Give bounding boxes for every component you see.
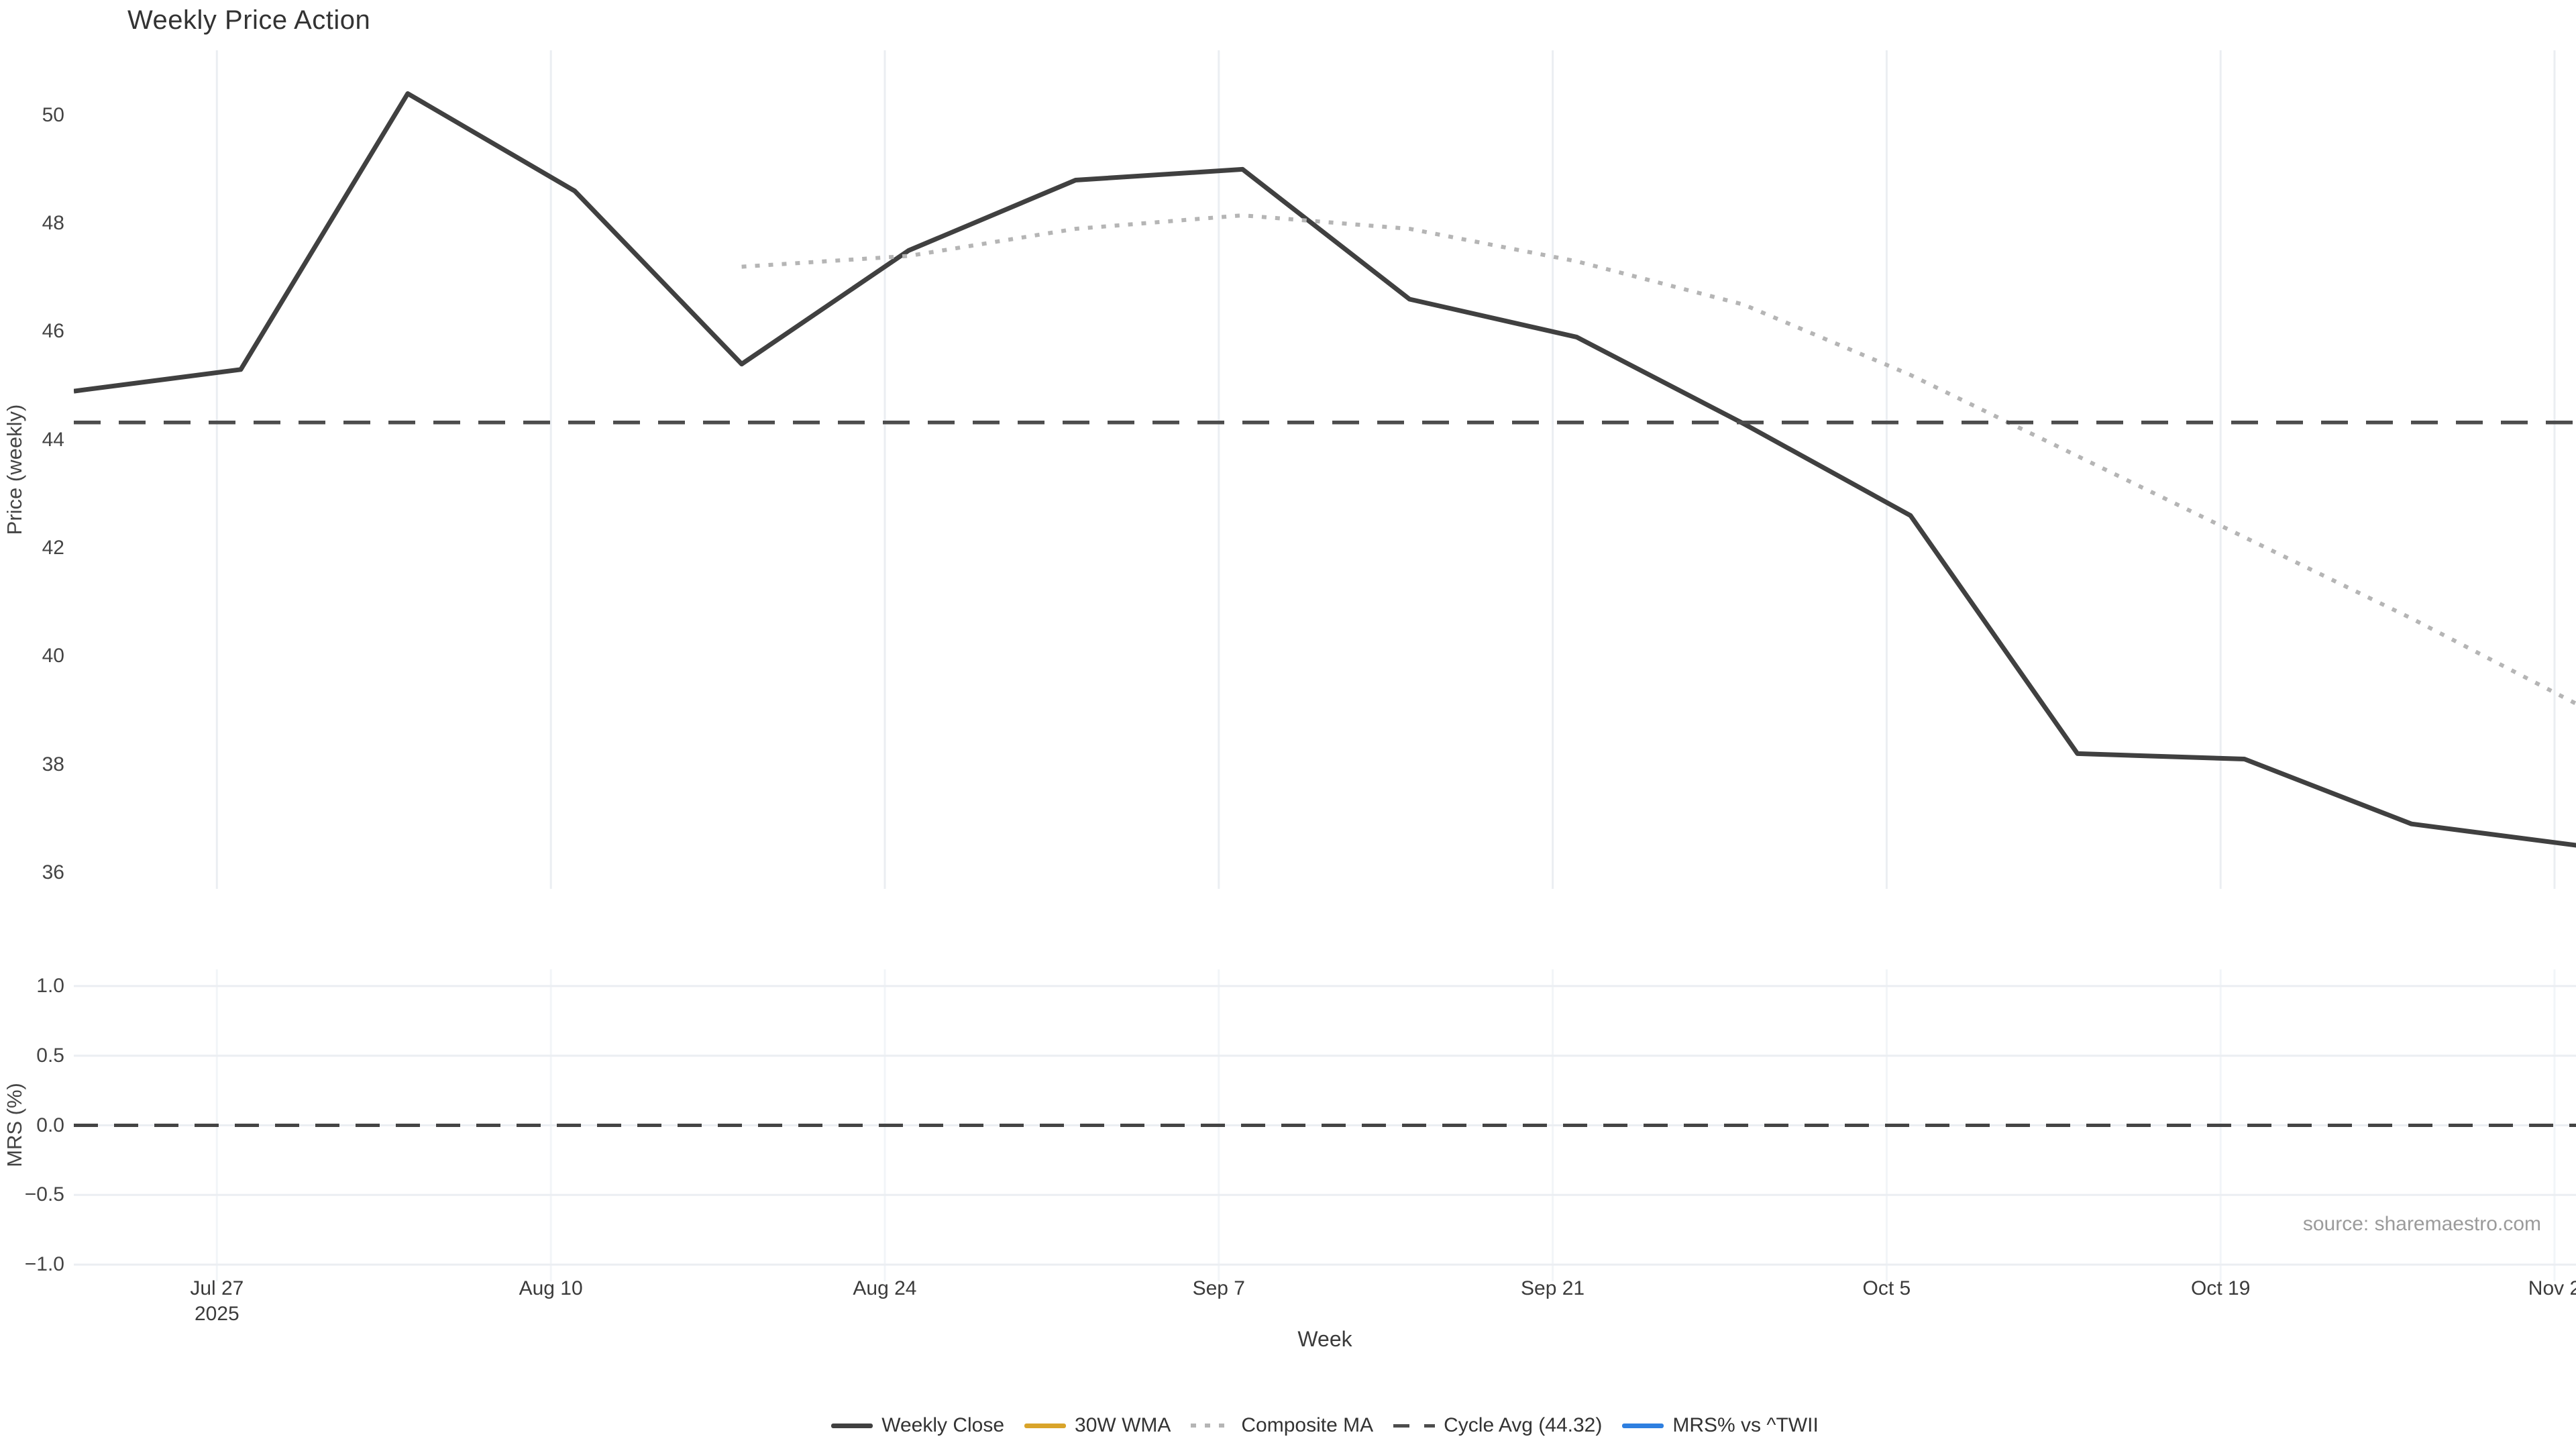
- weekly-close-line-swatch-icon: [831, 1423, 873, 1428]
- page-title: Weekly Price Action: [127, 5, 371, 35]
- legend-label: Weekly Close: [881, 1414, 1005, 1436]
- price-ytick-label: 48: [42, 212, 64, 235]
- source-note: source: sharemaestro.com: [2302, 1213, 2541, 1235]
- mrs-chart-svg: [74, 969, 2576, 1281]
- legend-label: 30W WMA: [1075, 1414, 1171, 1436]
- price-ytick-label: 38: [42, 753, 64, 775]
- legend-item-weekly-close[interactable]: Weekly Close: [831, 1414, 1004, 1437]
- composite-ma-dotted-swatch-icon: [1191, 1424, 1233, 1428]
- price-chart-svg: [74, 50, 2576, 889]
- x-tick-label: Oct 19: [2191, 1277, 2251, 1299]
- x-tick-label: Oct 5: [1862, 1277, 1911, 1299]
- legend-item-composite-ma[interactable]: Composite MA: [1191, 1414, 1373, 1437]
- weekly-close-line: [74, 91, 2576, 848]
- price-ytick-label: 36: [42, 861, 64, 883]
- mrs-panel-plot-area: [74, 969, 2576, 1281]
- price-ytick-label: 50: [42, 103, 64, 126]
- legend-item-mrs[interactable]: MRS% vs ^TWII: [1622, 1414, 1819, 1437]
- price-axis-title: Price (weekly): [3, 404, 26, 535]
- price-ytick-label: 44: [42, 428, 64, 451]
- x-axis-title: Week: [1297, 1327, 1352, 1351]
- mrs-ytick-label: 1.0: [36, 974, 64, 997]
- x-tick-label: Sep 7: [1192, 1277, 1245, 1299]
- x-tick-label: Jul 27 2025: [190, 1277, 244, 1325]
- x-tick-label: Nov 2: [2528, 1277, 2576, 1299]
- legend: Weekly Close 30W WMA Composite MA Cycle …: [74, 1409, 2576, 1442]
- price-ytick-label: 40: [42, 645, 64, 667]
- x-tick-label: Sep 21: [1521, 1277, 1585, 1299]
- mrs-line-swatch-icon: [1622, 1423, 1664, 1428]
- price-ytick-label: 42: [42, 536, 64, 559]
- mrs-ytick-label: 0.5: [36, 1044, 64, 1067]
- legend-label: Composite MA: [1241, 1414, 1374, 1436]
- composite-ma-line: [741, 213, 2576, 706]
- legend-item-cycle-avg[interactable]: Cycle Avg (44.32): [1393, 1414, 1602, 1437]
- legend-label: MRS% vs ^TWII: [1672, 1414, 1819, 1436]
- mrs-ytick-label: 0.0: [36, 1114, 64, 1136]
- legend-label: Cycle Avg (44.32): [1444, 1414, 1603, 1436]
- x-tick-label: Aug 24: [853, 1277, 917, 1299]
- mrs-axis-title: MRS (%): [3, 1083, 26, 1167]
- cycle-avg-dashed-swatch-icon: [1393, 1424, 1436, 1428]
- price-ytick-label: 46: [42, 320, 64, 343]
- legend-item-30w-wma[interactable]: 30W WMA: [1024, 1414, 1171, 1437]
- wma-line-swatch-icon: [1024, 1423, 1067, 1428]
- mrs-ytick-label: −0.5: [24, 1183, 64, 1206]
- price-panel-plot-area: [74, 50, 2576, 889]
- x-tick-label: Aug 10: [519, 1277, 583, 1299]
- mrs-ytick-label: −1.0: [24, 1253, 64, 1276]
